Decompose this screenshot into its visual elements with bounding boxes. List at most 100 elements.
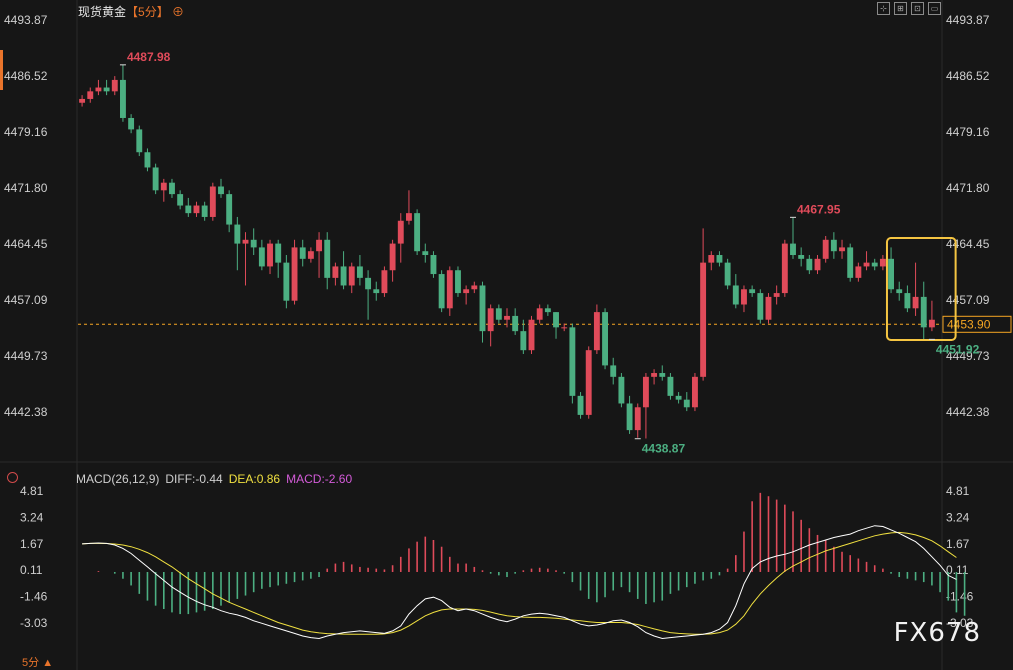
candle-body (291, 247, 298, 301)
candle-body (250, 239, 257, 248)
record-icon[interactable] (7, 472, 18, 483)
macd-tick-right: 1.67 (946, 537, 970, 551)
candle-body (806, 258, 813, 271)
macd-tick-left: 3.24 (20, 510, 44, 524)
candle-body (569, 327, 576, 396)
split-view-icon[interactable]: ⊞ (894, 2, 907, 15)
candle-body (561, 327, 568, 329)
price-tick-right: 4449.73 (946, 349, 990, 363)
candle-body (373, 289, 380, 294)
candle-body (365, 277, 372, 290)
candle-body (136, 129, 143, 153)
candle-body (520, 331, 527, 351)
candle-body (209, 186, 216, 217)
chart-title: 现货黄金【5分】 ⊕ (78, 3, 184, 20)
candle-body (471, 285, 478, 290)
highlight-box (885, 237, 957, 341)
candle-body (275, 243, 282, 263)
macd-tick-right: 3.24 (946, 510, 970, 524)
candle-body (879, 258, 886, 267)
candle-body (928, 319, 935, 328)
window-icon[interactable]: ▭ (928, 2, 941, 15)
candle-body (307, 251, 314, 259)
candle-body (185, 205, 192, 214)
add-symbol-icon[interactable]: ⊕ (172, 5, 185, 19)
current-price-box (942, 315, 1012, 333)
price-tick-right: 4464.45 (946, 237, 990, 251)
timeframe-switcher[interactable]: 5分 ▲ (22, 654, 53, 670)
price-tick-right: 4486.52 (946, 69, 990, 83)
candle-body (863, 262, 870, 267)
candle-body (446, 270, 453, 309)
candle-body (218, 186, 224, 195)
candle-body (536, 308, 543, 320)
candle-body (814, 258, 821, 271)
candle-body (332, 266, 339, 278)
candle-body (479, 285, 486, 332)
candle-body (716, 255, 723, 263)
price-tick-left: 4457.09 (4, 293, 48, 307)
price-tick-left: 4479.16 (4, 125, 48, 139)
candle-body (830, 239, 837, 252)
candle-body (708, 255, 715, 263)
candle-body (692, 376, 698, 408)
candle-body (258, 247, 265, 267)
candle-body (528, 319, 535, 351)
dea-value: DEA:0.86 (228, 472, 281, 486)
candle-body (790, 243, 796, 256)
candle-body (626, 403, 633, 431)
macd-tick-right: 4.81 (946, 484, 970, 498)
price-tick-right: 4471.80 (946, 181, 990, 195)
macd-tick-right: 0.11 (946, 563, 969, 577)
candle-body (675, 395, 682, 400)
candle-body (659, 373, 666, 377)
candle-body (487, 308, 494, 332)
candle-body (242, 239, 249, 244)
candle-body (504, 315, 510, 320)
macd-tick-left: -3.03 (20, 616, 48, 630)
candle-body (226, 194, 233, 225)
price-tick-left: 4442.38 (4, 405, 48, 419)
candle-body (585, 350, 592, 415)
high-label: 4487.98 (127, 50, 171, 64)
candle-body (700, 262, 707, 377)
candle-body (316, 239, 322, 252)
candle-body (724, 262, 731, 286)
chart-toolbar: ⊹ ⊞ ⊡ ▭ (877, 2, 941, 15)
candle-body (602, 312, 608, 366)
candle-body (356, 266, 363, 278)
price-tick-left: 4486.52 (4, 69, 48, 83)
candle-body (381, 270, 388, 294)
active-indicator-bar (0, 50, 3, 90)
candle-body (152, 167, 159, 191)
candle-body (340, 266, 347, 286)
fullscreen-icon[interactable]: ⊹ (877, 2, 890, 15)
candle-body (79, 98, 86, 103)
candle-body (177, 194, 184, 206)
candle-body (299, 247, 306, 259)
candle-body (120, 79, 126, 118)
candle-body (430, 255, 437, 275)
candle-body (267, 243, 273, 267)
macd-tick-right: -3.03 (946, 616, 974, 630)
diff-value: DIFF:-0.44 (165, 472, 223, 486)
candle-body (160, 182, 167, 191)
macd-tick-left: 4.81 (20, 484, 44, 498)
price-tick-left: 4449.73 (4, 349, 48, 363)
diff-line (82, 525, 957, 640)
caret-up-icon: ▲ (42, 657, 54, 669)
candle-body (87, 91, 94, 99)
candle-body (128, 117, 135, 130)
candle-body (577, 395, 584, 415)
high-label: 4467.95 (797, 202, 841, 216)
grid-layout-icon[interactable]: ⊡ (911, 2, 924, 15)
candle-body (781, 243, 788, 294)
candle-body (193, 205, 200, 214)
candle-body (169, 182, 175, 195)
timeframe-label[interactable]: 【5分】 (126, 5, 169, 19)
price-tick-right: 4493.87 (946, 13, 990, 27)
candle-body (495, 308, 502, 320)
candle-body (111, 79, 118, 92)
candle-body (618, 376, 625, 404)
